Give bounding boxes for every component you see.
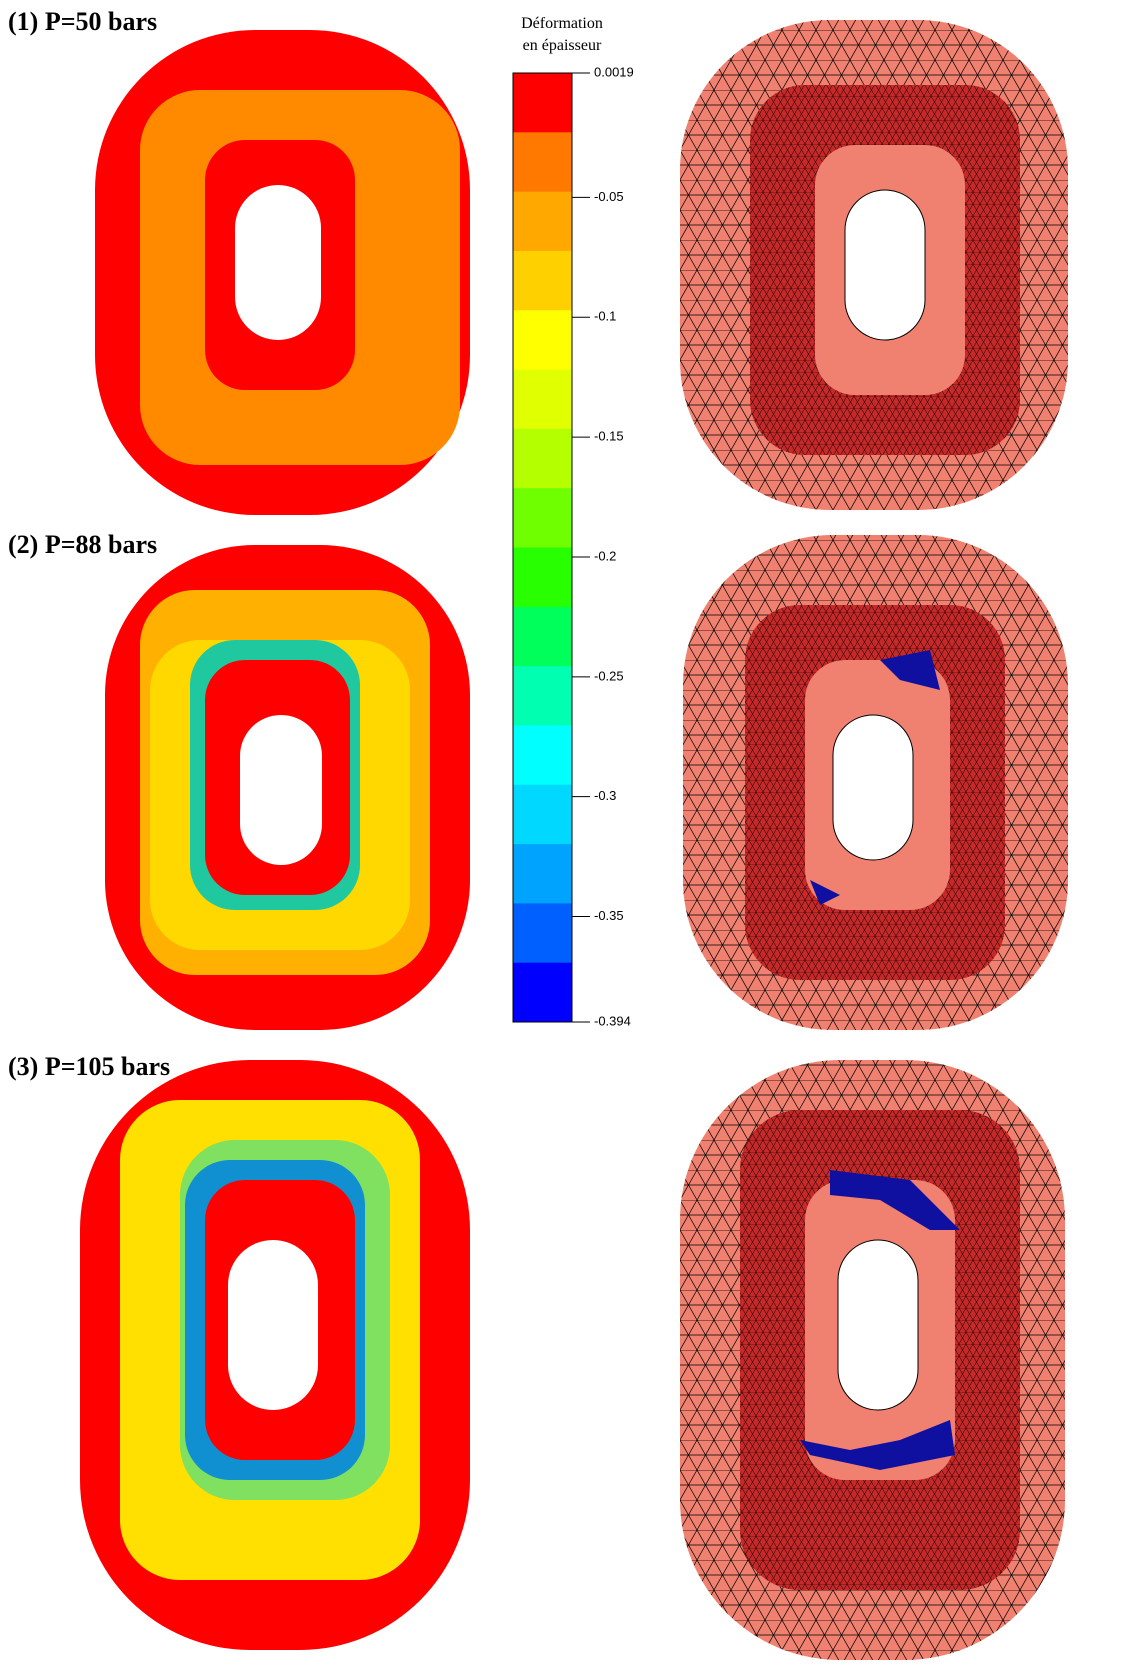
tick-label: -0.15: [594, 429, 624, 444]
color-band: [513, 844, 572, 904]
mesh-panel: [680, 20, 1068, 510]
tick-label: -0.3: [594, 788, 616, 803]
color-band: [513, 191, 572, 252]
contour-panel: [80, 1060, 470, 1650]
color-band: [513, 428, 572, 489]
color-band: [513, 725, 572, 786]
contour-panel: [105, 545, 470, 1030]
panel-labels: (1) P=50 bars (2) P=88 bars (3) P=105 bars: [8, 7, 170, 1081]
tick-label: -0.35: [594, 908, 624, 923]
tick-label: -0.394: [594, 1013, 631, 1028]
panel-label: (2) P=88 bars: [8, 530, 157, 559]
tick-label: -0.2: [594, 548, 616, 563]
color-band: [513, 547, 572, 608]
contour-panel: [95, 30, 470, 515]
color-band: [513, 488, 572, 548]
tick-label: -0.25: [594, 668, 624, 683]
color-band: [513, 310, 572, 371]
color-band: [513, 903, 572, 964]
color-band: [513, 666, 572, 726]
color-band: [513, 606, 572, 667]
tick-label: 0.0019: [594, 64, 634, 79]
tick-label: -0.05: [594, 189, 624, 204]
mesh-panel: [680, 1060, 1065, 1660]
color-band: [513, 962, 572, 1023]
color-band: [513, 369, 572, 430]
colorbar-title: Déformation: [521, 15, 603, 32]
color-band: [513, 784, 572, 845]
tick-label: -0.1: [594, 309, 616, 324]
colorbar-frame: [512, 72, 573, 1023]
color-band: [513, 132, 572, 193]
panel-label: (1) P=50 bars: [8, 7, 157, 36]
colorbar: Déformation en épaisseur 0.0019 -0.05 -0.1 -0…: [512, 15, 634, 1028]
colorbar-title: en épaisseur: [523, 37, 602, 54]
panel-label: (3) P=105 bars: [8, 1052, 170, 1081]
color-band: [513, 250, 572, 311]
mesh-panel: [683, 535, 1068, 1030]
color-band: [513, 73, 572, 133]
